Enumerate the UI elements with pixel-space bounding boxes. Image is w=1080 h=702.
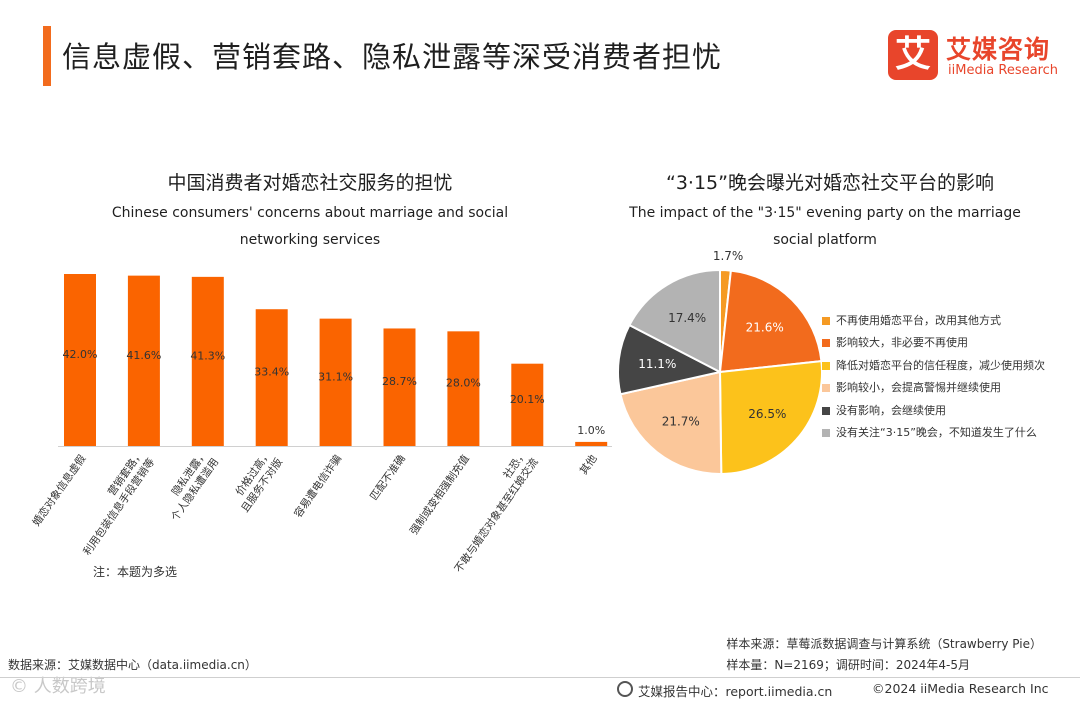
bar-category-label: 价格过高，且服务不对版 [233,448,286,515]
sample-source: 样本来源：草莓派数据调查与计算系统（Strawberry Pie） [726,637,1042,651]
legend-swatch [822,361,830,370]
pie-value-label: 26.5% [748,407,786,421]
legend-label: 降低对婚恋平台的信任程度，减少使用频次 [836,358,1045,372]
pie-slice [718,360,823,476]
pie-value-label: 21.6% [746,320,784,334]
bar-chart-title: 中国消费者对婚恋社交服务的担忧 [167,172,453,194]
legend-item: 没有影响，会继续使用 [822,400,1045,422]
bar-value-label: 31.1% [318,370,353,383]
bar-category-label: 强制或变相强制充值 [407,452,472,537]
bar-value-label: 42.0% [63,348,98,361]
bar-category-text: 婚恋对象信息虚假 [30,452,89,529]
bar-category-label: 容易遭电信诈骗 [291,452,344,520]
legend-swatch [822,428,830,437]
bar-value-label: 41.6% [126,349,161,362]
footer-divider [0,677,1080,678]
legend-item: 影响较小，会提高警惕并继续使用 [822,377,1045,399]
bar-category-label: 婚恋对象信息虚假 [30,452,89,529]
bar-value-label: 41.3% [190,349,225,362]
pie-chart-subtitle: The impact of the "3·15" evening party o… [629,205,1021,248]
bar-category-text: 其他 [577,452,600,477]
legend-swatch [822,317,830,325]
page-title: 信息虚假、营销套路、隐私泄露等深受消费者担忧 [62,40,723,74]
bar [511,363,544,446]
bar-value-label: 28.0% [446,377,481,390]
legend-label: 不再使用婚恋平台，改用其他方式 [836,314,1001,327]
logo-en: iiMedia Research [948,63,1059,78]
legend-item: 降低对婚恋平台的信任程度，减少使用频次 [822,355,1045,377]
bar [191,276,224,446]
iimedia-logo: 艾 艾媒咨询 iiMedia Research [888,30,1068,82]
footer-report-link[interactable]: 艾媒报告中心：report.iimedia.cn [638,684,833,699]
bar-category-text: 匹配不准确 [367,452,408,502]
legend-label: 影响较小，会提高警惕并继续使用 [836,381,1001,395]
chart-note: 注：本题为多选 [93,565,178,579]
legend-swatch [822,384,830,393]
legend-label: 影响较大，非必要不再使用 [836,336,968,350]
bar-value-label: 20.1% [510,393,545,406]
legend-label: 没有影响，会继续使用 [836,403,946,417]
logo-mark: 艾 [888,30,938,80]
footer-copyright: ©2024 iiMedia Research Inc [872,681,1049,696]
legend-item: 影响较大，非必要不再使用 [822,332,1045,354]
pie-legend: 不再使用婚恋平台，改用其他方式 影响较大，非必要不再使用降低对婚恋平台的信任程度，… [822,310,1045,444]
bar-chart-subtitle: Chinese consumers' concerns about marria… [111,205,509,248]
logo-cn: 艾媒咨询 [946,35,1051,64]
pie-value-label: 1.7% [713,250,744,263]
bar [255,309,288,446]
bar-category-label: 其他 [577,452,600,477]
legend-swatch [822,406,830,415]
legend-swatch [822,339,830,348]
bar [127,275,160,446]
title-accent-bar [43,26,51,86]
bar [447,331,480,446]
bar-category-text: 容易遭电信诈骗 [291,452,344,520]
legend-label: 没有关注“3·15”晚会，不知道发生了什么 [836,425,1037,439]
bar-category-text: 不敢与婚恋对象甚至红娘交流 [452,455,541,575]
legend-item: 不再使用婚恋平台，改用其他方式 [822,310,1045,332]
pie-value-label: 17.4% [668,311,706,325]
bar-value-label: 1.0% [577,424,605,437]
bar [64,274,96,446]
bar-value-label: 33.4% [254,366,289,379]
data-source: 数据来源：艾媒数据中心（data.iimedia.cn） [8,658,257,672]
bar [383,328,416,446]
bar-chart: 42.0%婚恋对象信息虚假41.6%营销套路，利用包装信息手段营销等41.3%隐… [30,274,612,575]
pie-slice [617,323,723,396]
legend-item: 没有关注“3·15”晚会，不知道发生了什么 [822,422,1045,444]
pie-slice [718,269,823,374]
pie-slice [619,370,723,475]
bar-category-text: 利用包装信息手段营销等 [80,455,157,557]
bar-category-label: 匹配不准确 [367,452,408,502]
bar-category-label: 隐私泄露，个人隐私遭滥用 [168,448,221,524]
bar [575,441,608,446]
pie-slice [628,268,721,374]
pie-value-label: 21.7% [662,415,700,429]
pie-value-label: 11.1% [638,357,676,371]
sample-source-block: 样本来源：草莓派数据调查与计算系统（Strawberry Pie） 样本量：N=… [726,634,1042,676]
pie-chart-title: “3·15”晚会曝光对婚恋社交平台的影响 [666,172,994,194]
bar-category-text: 强制或变相强制充值 [407,452,472,537]
bar-value-label: 28.7% [382,375,417,388]
sample-info: 样本量：N=2169；调研时间：2024年4-5月 [726,658,971,672]
bar [319,318,352,446]
pie-chart: 1.7% 21.6% 26.5% 21.7% 11.1% 17.4% [617,250,823,476]
globe-icon [617,681,633,697]
watermark: © 人数跨境 [10,676,106,697]
